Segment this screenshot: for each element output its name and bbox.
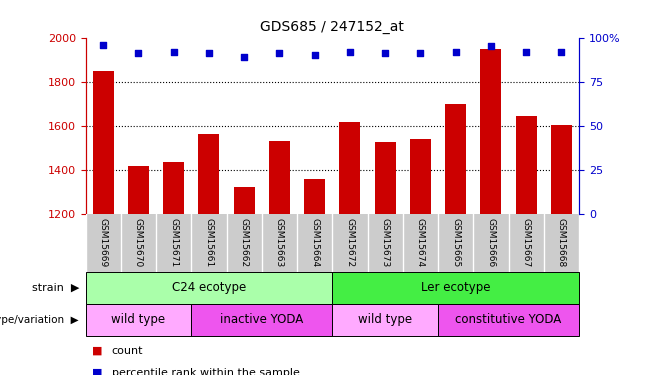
Text: strain  ▶: strain ▶ xyxy=(32,283,79,293)
Text: percentile rank within the sample: percentile rank within the sample xyxy=(112,368,300,375)
Point xyxy=(203,50,214,56)
Bar xyxy=(445,104,467,214)
Text: C24 ecotype: C24 ecotype xyxy=(172,281,246,294)
Bar xyxy=(340,122,361,214)
Text: GSM15666: GSM15666 xyxy=(486,218,495,268)
Bar xyxy=(516,116,537,214)
Bar xyxy=(86,304,191,336)
Bar xyxy=(86,272,332,304)
Point xyxy=(309,52,320,58)
Bar xyxy=(234,187,255,214)
Text: ■: ■ xyxy=(92,368,103,375)
Bar xyxy=(163,162,184,214)
Point xyxy=(274,50,285,56)
Point xyxy=(486,44,496,50)
Bar xyxy=(191,304,332,336)
Text: GSM15669: GSM15669 xyxy=(99,218,108,268)
Text: genotype/variation  ▶: genotype/variation ▶ xyxy=(0,315,79,325)
Bar xyxy=(332,304,438,336)
Text: GSM15673: GSM15673 xyxy=(381,218,390,268)
Text: constitutive YODA: constitutive YODA xyxy=(455,313,562,326)
Text: GSM15663: GSM15663 xyxy=(275,218,284,268)
Bar xyxy=(93,70,114,214)
Text: GSM15664: GSM15664 xyxy=(310,218,319,267)
Text: count: count xyxy=(112,346,143,355)
Bar xyxy=(438,304,579,336)
Point xyxy=(133,50,143,56)
Text: GSM15671: GSM15671 xyxy=(169,218,178,268)
Text: GSM15672: GSM15672 xyxy=(345,218,355,267)
Text: GSM15670: GSM15670 xyxy=(134,218,143,268)
Point xyxy=(556,49,567,55)
Text: GSM15661: GSM15661 xyxy=(205,218,213,268)
Point xyxy=(345,49,355,55)
Point xyxy=(521,49,532,55)
Bar xyxy=(480,48,501,214)
Text: Ler ecotype: Ler ecotype xyxy=(421,281,490,294)
Text: GSM15662: GSM15662 xyxy=(240,218,249,267)
Text: GSM15674: GSM15674 xyxy=(416,218,425,267)
Bar xyxy=(551,124,572,214)
Text: GSM15665: GSM15665 xyxy=(451,218,460,268)
Point xyxy=(239,54,249,60)
Bar xyxy=(269,141,290,214)
Bar xyxy=(198,134,220,214)
Bar xyxy=(332,272,579,304)
Point xyxy=(98,42,109,48)
Text: wild type: wild type xyxy=(358,313,412,326)
Text: inactive YODA: inactive YODA xyxy=(220,313,303,326)
Point xyxy=(380,50,390,56)
Point xyxy=(415,50,426,56)
Text: wild type: wild type xyxy=(111,313,165,326)
Point xyxy=(450,49,461,55)
Text: GSM15667: GSM15667 xyxy=(522,218,530,268)
Text: ■: ■ xyxy=(92,346,103,355)
Bar xyxy=(410,139,431,214)
Title: GDS685 / 247152_at: GDS685 / 247152_at xyxy=(261,20,404,34)
Bar xyxy=(304,178,325,214)
Point xyxy=(168,49,179,55)
Text: GSM15668: GSM15668 xyxy=(557,218,566,268)
Bar xyxy=(128,166,149,214)
Bar xyxy=(374,142,395,214)
